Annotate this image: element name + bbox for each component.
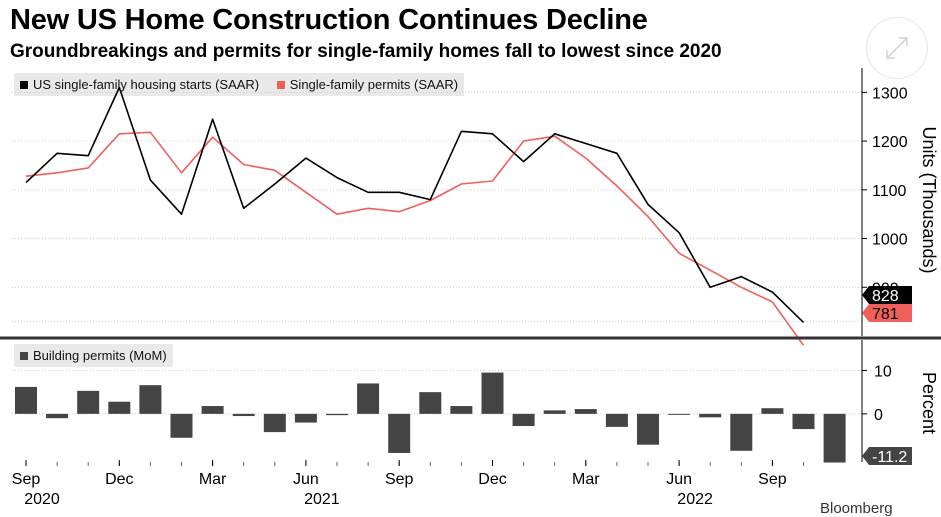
bar [544,410,566,413]
permits-end-label: 781 [862,304,912,323]
bar [15,387,37,414]
xtick-label: Dec [105,471,133,488]
top-y-axis-title: Units (Thousands) [919,126,939,273]
top-ytick-label: 1100 [872,183,907,200]
source-credit: Bloomberg [820,500,893,517]
xyear-label: 2021 [304,491,340,508]
xtick-label: Mar [199,471,227,488]
top-ytick-label: 1200 [872,134,908,151]
permits-end-label-text: 781 [872,306,899,323]
xtick-label: Dec [478,471,506,488]
bar [606,414,628,427]
bar [357,383,379,413]
bar [264,414,286,432]
bottom-y-axis-title: Percent [919,372,939,434]
bar [450,406,472,414]
bar [482,373,504,414]
bottom-ytick-label: 10 [874,363,892,380]
mom-end-label-text: -11.2 [872,449,907,466]
bar [233,414,255,416]
bar [513,414,535,426]
xtick-label: Sep [12,471,41,488]
top-ytick-label: 1300 [872,85,908,102]
bar [108,402,130,414]
bar [139,385,161,414]
bottom-ytick-label: 0 [874,407,883,424]
bar [730,414,752,451]
bar [668,414,690,415]
bar [793,414,815,429]
bar [46,414,68,418]
bar [761,408,783,414]
bar [171,414,193,438]
bar [575,409,597,414]
mom-end-label: -11.2 [862,447,912,466]
bar [326,414,348,415]
bar [202,406,224,414]
top-ytick-label: 1000 [872,232,908,249]
xtick-label: Jun [293,471,319,488]
expand-icon [867,18,927,78]
starts-end-label-text: 828 [872,288,899,305]
xtick-label: Sep [758,471,787,488]
bar [419,392,441,414]
xtick-label: Sep [385,471,414,488]
expand-button[interactable] [866,17,928,79]
starts-end-label: 828 [862,286,912,305]
xyear-label: 2020 [24,491,60,508]
xtick-label: Jun [666,471,692,488]
bar [699,414,721,417]
bar [388,414,410,453]
xtick-label: Mar [572,471,600,488]
xyear-label: 2022 [677,491,713,508]
bar [77,391,99,414]
bar [295,414,317,423]
bar [637,414,659,445]
bar [824,414,846,463]
